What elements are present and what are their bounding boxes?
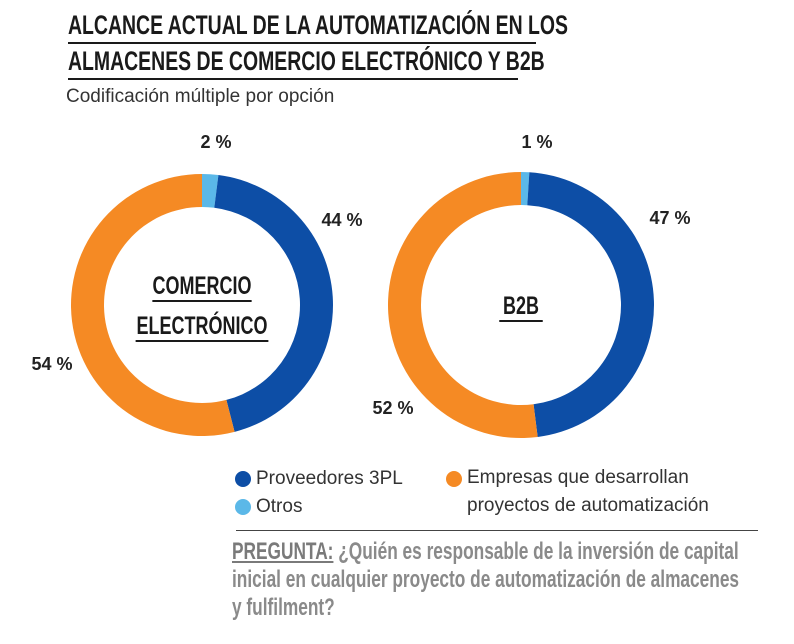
legend-swatch <box>446 471 462 487</box>
slice-label: 1 % <box>521 132 552 152</box>
slice-label: 47 % <box>649 208 690 228</box>
center-label: ELECTRÓNICO <box>137 311 268 340</box>
donut-slice <box>388 172 538 438</box>
legend-item-3pl: Proveedores 3PL <box>235 468 403 490</box>
center-label-underline <box>135 340 269 342</box>
legend-swatch <box>235 471 251 487</box>
slice-label: 52 % <box>372 398 413 418</box>
donut-slice <box>202 174 219 208</box>
slice-label: 2 % <box>200 132 231 152</box>
center-label-underline <box>499 320 543 322</box>
legend-item-otros: Otros <box>235 496 302 518</box>
donut-charts: 2 % 44 % 54 % COMERCIO ELECTRÓNICO 1 % 47 % 52 … <box>31 132 691 438</box>
title-underline <box>68 42 536 44</box>
donut-slice <box>214 175 334 432</box>
legend-item-empresas: Empresas que desarrollan proyectos de aut… <box>446 467 709 520</box>
chart-subtitle: Codificación múltiple por opción <box>66 86 335 107</box>
donut-slice <box>521 172 530 206</box>
center-label: B2B <box>503 291 539 320</box>
chart-title-line-1: ALCANCE ACTUAL DE LA AUTOMATIZACIÓN EN L… <box>68 10 569 40</box>
legend-swatch <box>235 499 251 515</box>
center-label-underline <box>152 300 252 302</box>
slice-label: 54 % <box>31 354 72 374</box>
center-label: COMERCIO <box>153 271 252 300</box>
title-underline <box>68 78 518 80</box>
donut-slice <box>527 172 655 437</box>
donut-slice <box>71 174 235 436</box>
chart-title-line-2: ALMACENES DE COMERCIO ELECTRÓNICO Y B2B <box>68 46 545 76</box>
divider <box>236 530 758 531</box>
question-text: PREGUNTA: ¿Quién es responsable de la in… <box>232 538 740 621</box>
slice-label: 44 % <box>321 210 362 230</box>
